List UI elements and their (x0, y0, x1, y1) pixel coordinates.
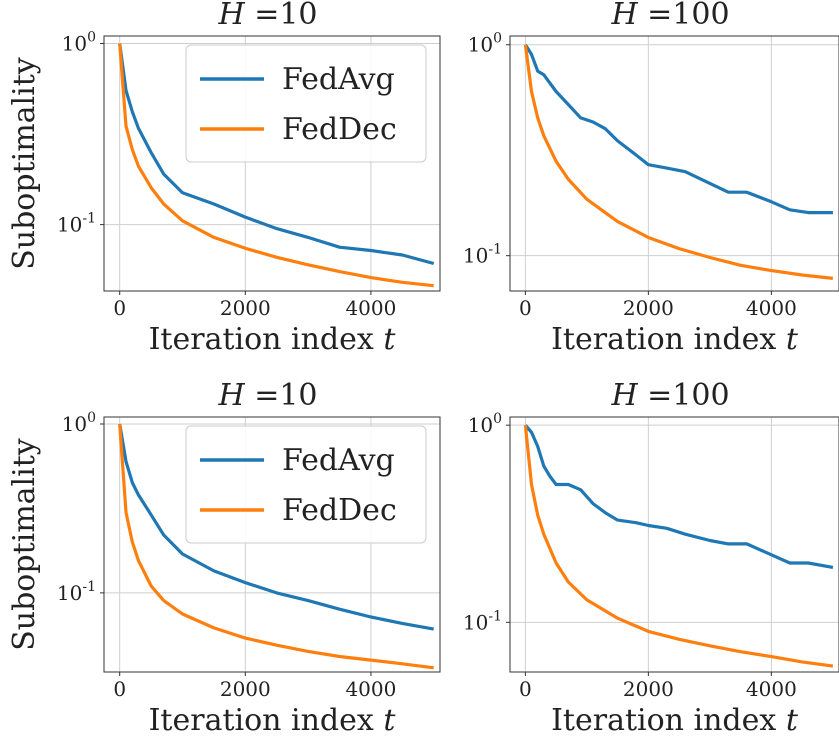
chart-title: H =10 (217, 0, 317, 32)
x-tick-label: 2000 (220, 677, 271, 701)
y-tick-label: 100 (62, 410, 96, 436)
chart-title: H =10 (217, 378, 317, 413)
series-line-feddec (118, 43, 434, 288)
y-tick-label: 10-1 (463, 242, 502, 268)
series-line-fedavg (118, 43, 435, 266)
y-tick-label: 10-1 (463, 608, 502, 634)
y-tick-label: 10-1 (57, 579, 96, 605)
series-line-fedavg (118, 423, 434, 631)
series-line-feddec (523, 425, 834, 668)
x-tick-label: 0 (519, 296, 532, 320)
x-tick-label: 4000 (746, 296, 797, 320)
x-axis-label: Iteration index t (149, 703, 397, 738)
legend-box (185, 425, 427, 544)
series-line-fedavg (524, 424, 834, 569)
axes-frame (103, 35, 441, 292)
axes-frame (509, 35, 839, 292)
x-axis-label: Iteration index t (551, 322, 799, 357)
x-axis-label: Iteration index t (551, 703, 799, 738)
x-tick-label: 2000 (623, 677, 674, 701)
legend-label-feddec: FedDec (282, 112, 397, 147)
panel-2: 0 2000 4000 100 10-1 H =100 Iteration index t (463, 0, 839, 357)
legend-label-feddec: FedDec (282, 493, 397, 528)
y-axis-label: Suboptimality (7, 57, 42, 270)
chart-title: H =100 (610, 378, 729, 413)
y-axis-label: Suboptimality (7, 438, 42, 651)
y-tick-label: 100 (468, 411, 502, 437)
y-tick-label: 10-1 (57, 211, 96, 237)
legend-box (185, 44, 427, 163)
x-tick-label: 0 (113, 677, 126, 701)
series-line-feddec (118, 423, 434, 670)
axes-frame (509, 416, 839, 673)
legend: FedAvg FedDec (185, 425, 427, 544)
series-line-fedavg (524, 43, 833, 215)
x-tick-label: 4000 (746, 677, 797, 701)
x-tick-label: 4000 (345, 677, 396, 701)
x-tick-label: 0 (113, 296, 126, 320)
x-axis-label: Iteration index t (149, 322, 397, 357)
legend-label-fedavg: FedAvg (282, 443, 395, 478)
panel-1: 0 2000 4000 100 10-1 H =10 Iteration index t Su… (7, 0, 441, 357)
x-tick-label: 0 (519, 677, 532, 701)
y-tick-label: 100 (468, 31, 502, 57)
panel-4: 0 2000 4000 100 10-1 H =100 Iteration index t (463, 378, 839, 738)
x-tick-label: 4000 (345, 296, 396, 320)
series-line-feddec (523, 44, 834, 280)
axes-frame (103, 416, 441, 673)
panel-3: 0 2000 4000 100 10-1 H =10 Iteration index t Su… (7, 378, 441, 738)
legend: FedAvg FedDec (185, 44, 427, 163)
chart-title: H =100 (610, 0, 729, 32)
legend-label-fedavg: FedAvg (282, 62, 395, 97)
y-tick-label: 100 (62, 29, 96, 55)
x-tick-label: 2000 (220, 296, 271, 320)
x-tick-label: 2000 (623, 296, 674, 320)
